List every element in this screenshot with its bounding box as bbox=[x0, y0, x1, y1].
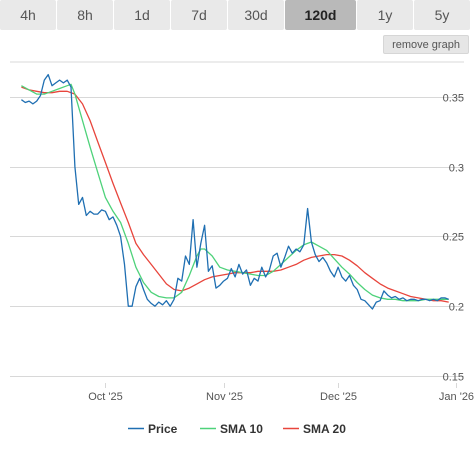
y-tick-label: 0.15 bbox=[443, 372, 464, 384]
tab-7d[interactable]: 7d bbox=[171, 0, 227, 30]
remove-graph-button[interactable]: remove graph bbox=[383, 35, 469, 54]
tab-120d[interactable]: 120d bbox=[285, 0, 356, 30]
y-axis-ticks: 0.15 0.2 0.25 0.3 0.35 bbox=[443, 93, 464, 384]
tab-5y[interactable]: 5y bbox=[414, 0, 470, 30]
legend-label[interactable]: SMA 10 bbox=[220, 422, 263, 436]
timeframe-tabs: 4h 8h 1d 7d 30d 120d 1y 5y bbox=[0, 0, 474, 30]
x-tick-label: Nov '25 bbox=[206, 391, 243, 403]
tab-1y[interactable]: 1y bbox=[357, 0, 413, 30]
y-tick-label: 0.3 bbox=[449, 163, 464, 175]
y-tick-label: 0.25 bbox=[443, 232, 464, 244]
y-tick-label: 0.35 bbox=[443, 93, 464, 105]
legend-label[interactable]: Price bbox=[148, 422, 178, 436]
series-lines bbox=[21, 73, 449, 310]
tab-8h[interactable]: 8h bbox=[57, 0, 113, 30]
series-line-sma-10 bbox=[21, 83, 449, 302]
x-tick-label: Jan '26 bbox=[439, 391, 474, 403]
legend-label[interactable]: SMA 20 bbox=[303, 422, 346, 436]
chart-grid bbox=[10, 61, 464, 377]
x-axis-ticks: Oct '25 Nov '25 Dec '25 Jan '26 bbox=[88, 383, 474, 403]
series-line-price bbox=[21, 73, 449, 310]
tab-30d[interactable]: 30d bbox=[228, 0, 284, 30]
series-line-sma-20 bbox=[21, 86, 449, 303]
chart-legend: Price SMA 10 SMA 20 bbox=[128, 422, 346, 436]
x-tick-label: Dec '25 bbox=[320, 391, 357, 403]
tab-1d[interactable]: 1d bbox=[114, 0, 170, 30]
y-tick-label: 0.2 bbox=[449, 302, 464, 314]
tab-4h[interactable]: 4h bbox=[0, 0, 56, 30]
x-tick-label: Oct '25 bbox=[88, 391, 123, 403]
